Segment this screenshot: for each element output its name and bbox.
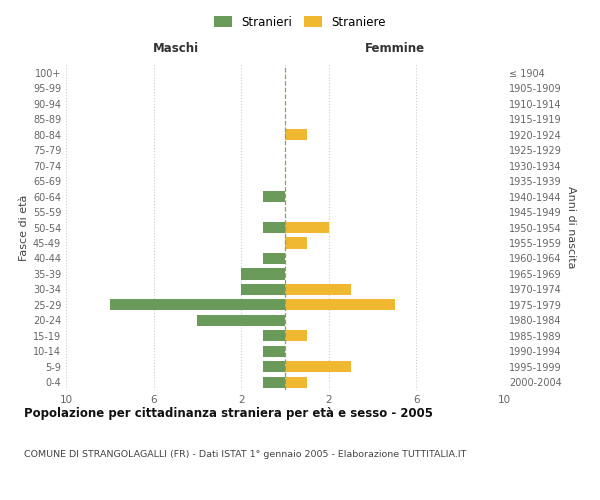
Y-axis label: Anni di nascita: Anni di nascita [566,186,576,269]
Y-axis label: Fasce di età: Fasce di età [19,194,29,260]
Bar [285,300,395,310]
Bar [285,284,351,295]
Bar [263,191,285,202]
Text: COMUNE DI STRANGOLAGALLI (FR) - Dati ISTAT 1° gennaio 2005 - Elaborazione TUTTIT: COMUNE DI STRANGOLAGALLI (FR) - Dati IST… [24,450,466,459]
Bar [263,361,285,372]
Bar [263,330,285,342]
Bar [241,268,285,280]
Bar [197,315,285,326]
Bar [285,330,307,342]
Text: Femmine: Femmine [364,42,425,55]
Bar [285,361,351,372]
Legend: Stranieri, Straniere: Stranieri, Straniere [209,11,391,34]
Bar [285,238,307,248]
Bar [285,222,329,233]
Bar [285,129,307,140]
Text: Popolazione per cittadinanza straniera per età e sesso - 2005: Popolazione per cittadinanza straniera p… [24,408,433,420]
Bar [263,376,285,388]
Bar [241,284,285,295]
Bar [263,346,285,357]
Bar [263,222,285,233]
Bar [263,253,285,264]
Bar [110,300,285,310]
Bar [285,376,307,388]
Text: Maschi: Maschi [152,42,199,55]
